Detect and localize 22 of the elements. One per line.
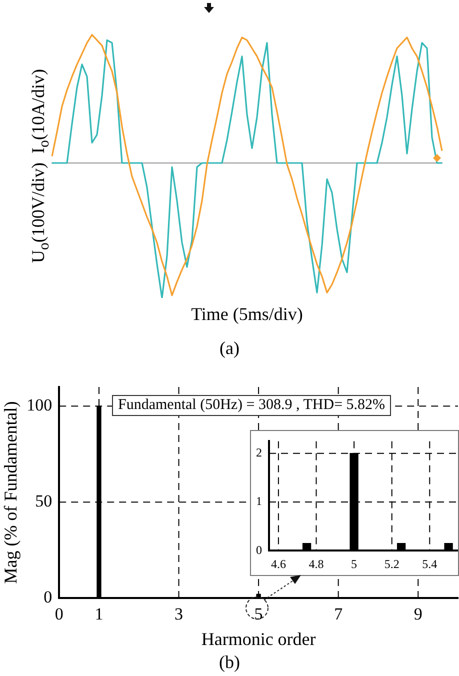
y-tick-label: 0: [44, 587, 52, 606]
text: (a): [218, 338, 240, 359]
x-tick-label: 4.6: [270, 556, 286, 571]
x-tick-label: 9: [414, 604, 422, 624]
x-axis-title: Time (5ms/div): [190, 304, 304, 325]
y-tick-label: 0: [256, 542, 262, 557]
y-tick-label: 50: [35, 492, 52, 511]
x-tick-label: 5.4: [422, 556, 438, 571]
y-axis-title: Mag (% of Fundamental): [0, 401, 21, 584]
annotation: Fundamental (50Hz) = 308.9 , THD= 5.82%: [112, 395, 392, 416]
x-tick-label: 5: [254, 604, 263, 624]
x-tick-label: 3: [174, 604, 184, 624]
text: (b): [218, 652, 241, 673]
x-axis-title: Harmonic order: [201, 628, 316, 649]
y-tick-label: 1: [256, 494, 262, 508]
x-tick-label: 1: [94, 604, 104, 624]
x-tick-label: 5: [351, 556, 358, 571]
y-tick-label: 100: [26, 396, 52, 415]
y-tick-label: 2: [256, 446, 262, 460]
x-tick-label: 7: [334, 604, 344, 624]
x-tick-label: 4.8: [308, 556, 324, 571]
x-tick-label: 5.2: [384, 556, 400, 571]
